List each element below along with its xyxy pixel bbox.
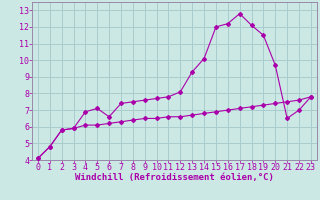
X-axis label: Windchill (Refroidissement éolien,°C): Windchill (Refroidissement éolien,°C) bbox=[75, 173, 274, 182]
